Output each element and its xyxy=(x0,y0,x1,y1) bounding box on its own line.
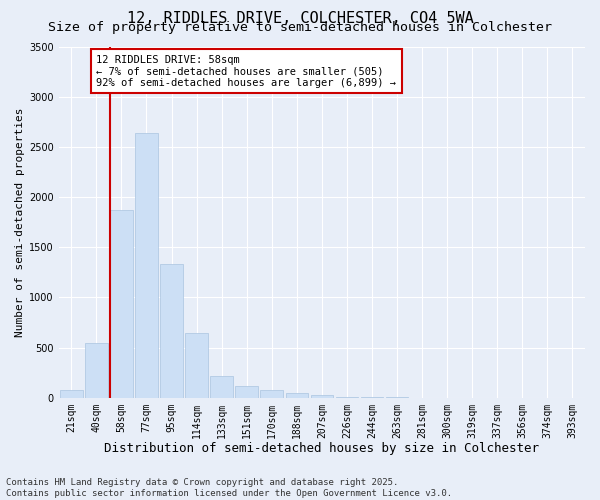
Bar xyxy=(185,334,208,398)
Text: 12, RIDDLES DRIVE, COLCHESTER, CO4 5WA: 12, RIDDLES DRIVE, COLCHESTER, CO4 5WA xyxy=(127,11,473,26)
X-axis label: Distribution of semi-detached houses by size in Colchester: Distribution of semi-detached houses by … xyxy=(104,442,539,455)
Bar xyxy=(211,376,233,398)
Bar xyxy=(110,210,133,398)
Text: Contains HM Land Registry data © Crown copyright and database right 2025.
Contai: Contains HM Land Registry data © Crown c… xyxy=(6,478,452,498)
Text: Size of property relative to semi-detached houses in Colchester: Size of property relative to semi-detach… xyxy=(48,22,552,35)
Bar xyxy=(361,397,383,398)
Text: 12 RIDDLES DRIVE: 58sqm
← 7% of semi-detached houses are smaller (505)
92% of se: 12 RIDDLES DRIVE: 58sqm ← 7% of semi-det… xyxy=(97,54,397,88)
Bar xyxy=(335,396,358,398)
Bar xyxy=(85,342,107,398)
Bar xyxy=(160,264,183,398)
Bar xyxy=(60,390,83,398)
Bar xyxy=(235,386,258,398)
Y-axis label: Number of semi-detached properties: Number of semi-detached properties xyxy=(15,108,25,337)
Bar xyxy=(286,393,308,398)
Bar xyxy=(135,133,158,398)
Bar xyxy=(260,390,283,398)
Bar xyxy=(311,395,333,398)
